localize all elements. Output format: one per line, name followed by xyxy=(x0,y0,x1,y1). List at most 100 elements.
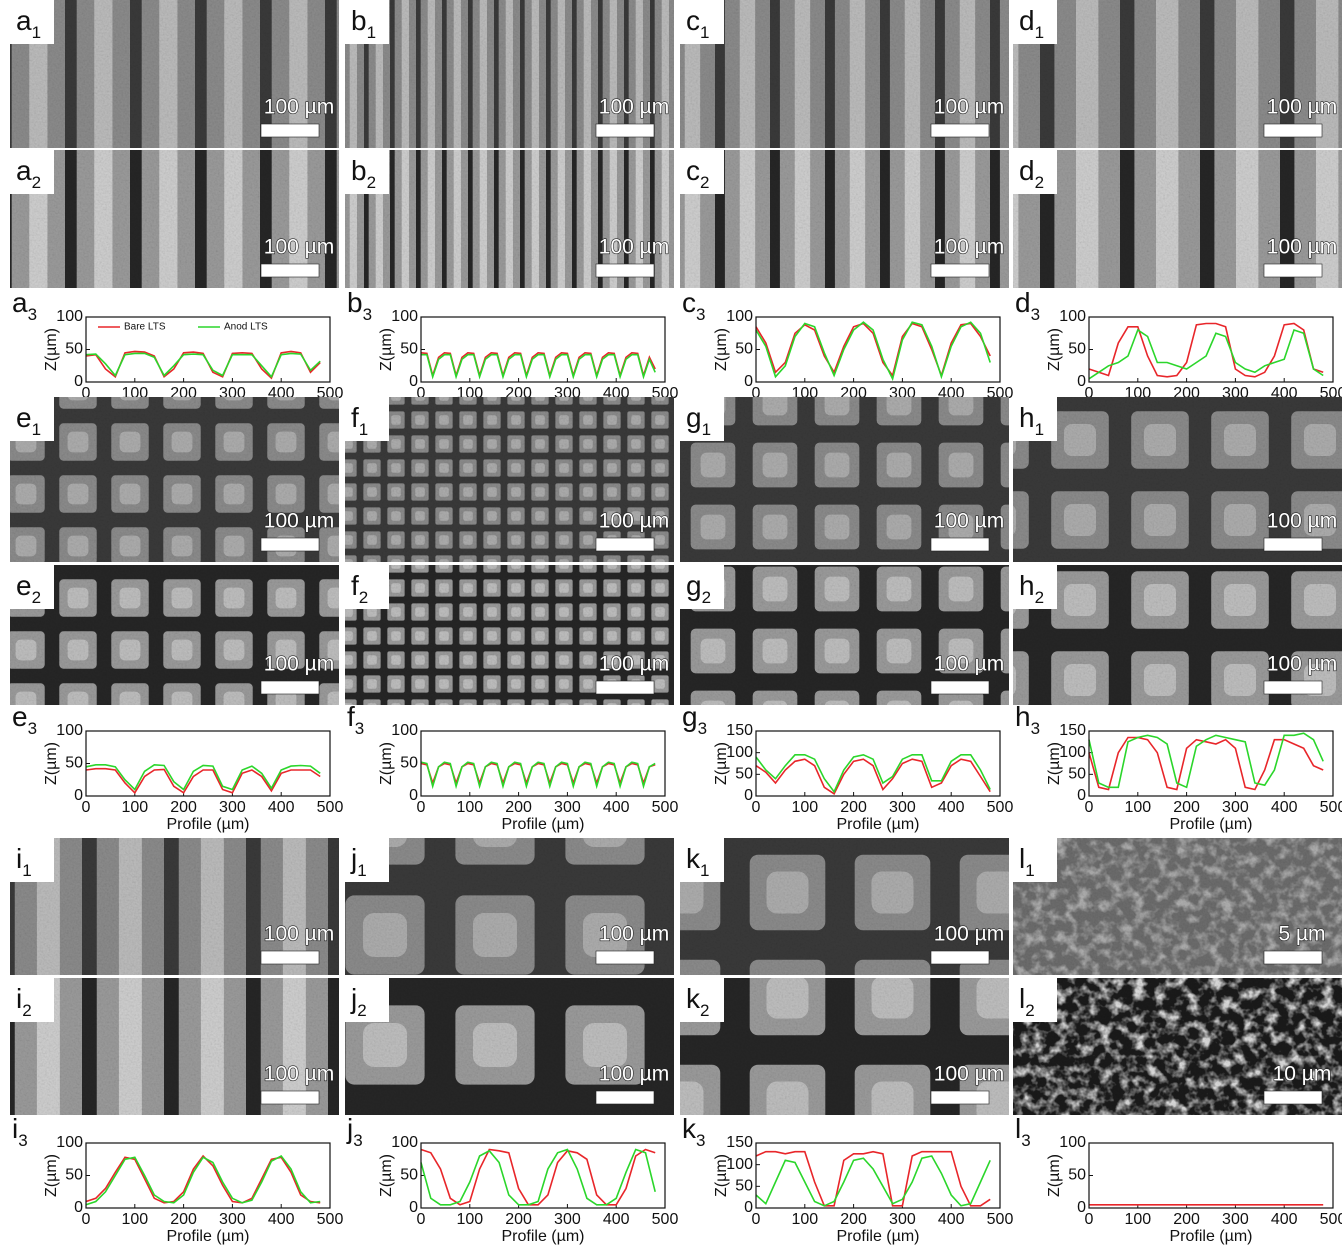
scale-bar xyxy=(261,1091,319,1104)
panel-subscript: 1 xyxy=(357,861,366,880)
y-tick-label: 50 xyxy=(1068,766,1086,783)
x-tick-label: 400 xyxy=(603,1211,630,1228)
panel-letter: g xyxy=(686,402,702,433)
scale-label: 100 µm xyxy=(934,653,1004,676)
x-tick-label: 500 xyxy=(652,1211,679,1228)
scale-bar xyxy=(1264,538,1322,551)
profile-line xyxy=(421,353,655,376)
chart-letter: a xyxy=(12,287,28,318)
scale-bar xyxy=(261,951,319,964)
x-axis-label: Profile (µm) xyxy=(1170,1228,1253,1245)
scale-bar xyxy=(931,124,989,137)
panel-subscript: 1 xyxy=(32,420,41,439)
x-tick-label: 500 xyxy=(652,799,679,816)
profile-line xyxy=(421,1150,655,1205)
chart-label: h3 xyxy=(1015,701,1040,738)
profile-chart: f3Z(µm)Profile (µm)050100010020030040050… xyxy=(347,701,678,833)
panel-letter: c xyxy=(686,5,700,36)
panel-letter: k xyxy=(686,843,701,874)
sem-noise xyxy=(345,397,674,562)
y-tick-label: 150 xyxy=(1059,722,1086,739)
scale-label: 100 µm xyxy=(264,510,334,533)
scale-label: 100 µm xyxy=(1267,653,1337,676)
scale-bar xyxy=(596,681,654,694)
profile-line xyxy=(1089,330,1323,379)
sem-image: k1100 µm xyxy=(680,838,1009,975)
chart-label: d3 xyxy=(1015,287,1040,324)
profile-chart: j3Z(µm)Profile (µm)050100010020030040050… xyxy=(346,1113,678,1245)
x-axis-label: Profile (µm) xyxy=(502,816,585,833)
y-axis-label: Z(µm) xyxy=(378,328,395,371)
sem-noise xyxy=(1013,397,1342,562)
x-tick-label: 400 xyxy=(268,1211,295,1228)
y-tick-label: 100 xyxy=(726,308,753,325)
chart-subscript: 3 xyxy=(1021,1131,1030,1150)
y-axis-label: Z(µm) xyxy=(1046,328,1063,371)
chart-label: l3 xyxy=(1015,1113,1031,1150)
scale-label: 100 µm xyxy=(934,1063,1004,1086)
x-axis-label: Profile (µm) xyxy=(167,1228,250,1245)
panel-subscript: 2 xyxy=(1035,588,1044,607)
panel-subscript: 2 xyxy=(702,588,711,607)
panel-subscript: 1 xyxy=(359,420,368,439)
x-tick-label: 0 xyxy=(82,1211,91,1228)
y-axis-label: Z(µm) xyxy=(43,742,60,785)
y-tick-label: 100 xyxy=(56,722,83,739)
x-tick-label: 500 xyxy=(987,799,1014,816)
y-tick-label: 150 xyxy=(726,1134,753,1151)
chart-label: e3 xyxy=(12,701,37,738)
scale-bar xyxy=(261,124,319,137)
profile-line xyxy=(756,755,990,792)
chart-label: g3 xyxy=(682,701,707,738)
x-axis-label: Profile (µm) xyxy=(837,816,920,833)
chart-label: j3 xyxy=(346,1113,363,1150)
panel-letter: h xyxy=(1019,402,1035,433)
panel-letter: a xyxy=(16,155,32,186)
x-tick-label: 0 xyxy=(1085,799,1094,816)
scale-bar xyxy=(596,951,654,964)
x-tick-label: 500 xyxy=(987,1211,1014,1228)
scale-label: 100 µm xyxy=(264,653,334,676)
x-tick-label: 200 xyxy=(840,799,867,816)
scale-bar xyxy=(931,1091,989,1104)
scale-label: 100 µm xyxy=(264,96,334,119)
scale-label: 100 µm xyxy=(599,923,669,946)
sem-image: f1100 µm xyxy=(345,397,674,562)
x-tick-label: 300 xyxy=(889,799,916,816)
chart-subscript: 3 xyxy=(355,719,364,738)
scale-bar xyxy=(261,538,319,551)
panel-letter: d xyxy=(1019,155,1035,186)
sem-image: f2100 µm xyxy=(345,565,674,705)
panel-subscript: 2 xyxy=(32,588,41,607)
chart-letter: g xyxy=(682,701,698,732)
y-tick-label: 50 xyxy=(735,1178,753,1195)
y-tick-label: 100 xyxy=(1059,1134,1086,1151)
x-axis-label: Profile (µm) xyxy=(167,816,250,833)
y-tick-label: 50 xyxy=(400,341,418,358)
y-axis-label: Z(µm) xyxy=(378,742,395,785)
panel-subscript: 1 xyxy=(700,23,709,42)
x-tick-label: 0 xyxy=(752,799,761,816)
chart-letter: k xyxy=(682,1113,697,1144)
scale-label: 100 µm xyxy=(1267,96,1337,119)
x-tick-label: 300 xyxy=(554,799,581,816)
chart-letter: e xyxy=(12,701,28,732)
chart-label: b3 xyxy=(347,287,372,324)
panel-letter: c xyxy=(686,155,700,186)
y-axis-label: Z(µm) xyxy=(1046,1154,1063,1197)
y-axis-label: Z(µm) xyxy=(43,328,60,371)
scale-bar xyxy=(931,681,989,694)
x-tick-label: 100 xyxy=(121,1211,148,1228)
x-tick-label: 100 xyxy=(121,799,148,816)
panel-letter: k xyxy=(686,983,701,1014)
x-tick-label: 100 xyxy=(1124,1211,1151,1228)
x-axis-label: Profile (µm) xyxy=(1170,816,1253,833)
scale-bar xyxy=(931,951,989,964)
x-tick-label: 300 xyxy=(219,1211,246,1228)
sem-image: l210 µm xyxy=(1013,978,1342,1115)
plot-frame xyxy=(86,731,330,796)
